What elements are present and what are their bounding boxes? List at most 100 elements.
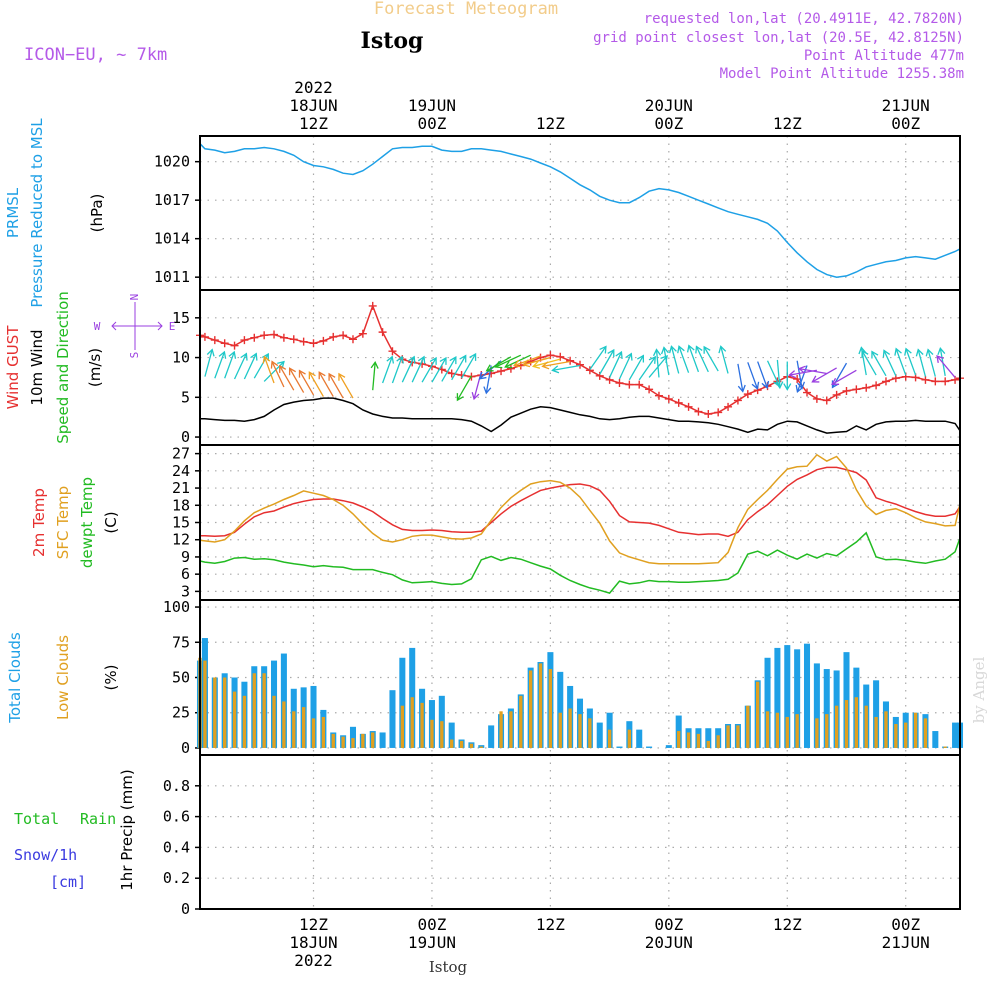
top-time-label: 12Z bbox=[299, 114, 328, 133]
low-cloud-bar bbox=[361, 733, 365, 748]
y-tick-label: 15 bbox=[172, 514, 190, 532]
y-tick-label: 24 bbox=[172, 462, 190, 480]
gust-marker bbox=[309, 339, 318, 348]
gust-marker bbox=[329, 332, 338, 341]
wind-arrow bbox=[243, 352, 258, 380]
wind-arrow-head bbox=[871, 350, 879, 359]
gust-marker bbox=[289, 335, 298, 344]
wind-arrow-head bbox=[512, 359, 522, 368]
wind-arrow-head bbox=[262, 355, 271, 364]
wind-arrow-head bbox=[240, 352, 248, 361]
total-cloud-bar bbox=[636, 729, 643, 748]
panel-label: Low Clouds bbox=[54, 635, 72, 720]
y-tick-label: 100 bbox=[163, 598, 190, 616]
wind-arrow-shaft bbox=[799, 367, 827, 375]
wind-arrow-head bbox=[298, 369, 306, 378]
low-cloud-bar bbox=[923, 718, 928, 748]
total-cloud-bar bbox=[399, 657, 406, 748]
wind-arrow bbox=[677, 345, 690, 373]
wind-arrow-head bbox=[328, 372, 336, 381]
chart-title: Forecast Meteogram bbox=[374, 0, 558, 19]
series-low-clouds bbox=[198, 657, 947, 748]
low-cloud-bar bbox=[607, 729, 612, 748]
wind-arrow-head bbox=[788, 370, 797, 379]
wind-arrow bbox=[522, 356, 551, 368]
precip-unit-label: [cm] bbox=[50, 873, 86, 891]
wind-arrow bbox=[391, 355, 404, 384]
wind-arrow-head bbox=[250, 352, 258, 361]
gust-marker bbox=[240, 336, 249, 345]
wind-arrow-shaft bbox=[224, 351, 235, 379]
gust-marker bbox=[664, 394, 673, 403]
total-cloud-bar bbox=[448, 722, 455, 748]
low-cloud-bar bbox=[568, 708, 572, 748]
y-tick-label: 75 bbox=[172, 633, 190, 651]
wind-arrow bbox=[628, 354, 645, 381]
y-tick-label: 1011 bbox=[154, 268, 190, 286]
wind-arrow bbox=[894, 347, 907, 376]
low-cloud-bar bbox=[262, 673, 266, 748]
low-cloud-bar bbox=[706, 740, 710, 748]
low-cloud-bar bbox=[795, 714, 799, 748]
series-10m-wind bbox=[200, 397, 961, 434]
low-cloud-bar bbox=[627, 729, 632, 748]
wind-arrow-shaft bbox=[298, 370, 315, 396]
panel-label: Pressure Reduced to MSL bbox=[28, 118, 46, 308]
total-cloud-bar bbox=[665, 745, 672, 748]
low-cloud-bar bbox=[223, 677, 227, 748]
y-tick-label: 21 bbox=[172, 479, 190, 497]
wind-arrow-head bbox=[894, 347, 902, 356]
requested-location: requested lon,lat (20.4911E, 42.7820N) bbox=[644, 11, 964, 27]
gust-marker bbox=[852, 385, 861, 394]
y-tick-label: 18 bbox=[172, 496, 190, 514]
wind-arrow-shaft bbox=[747, 362, 758, 389]
top-time-label: 12Z bbox=[536, 114, 565, 133]
panel-label: (m/s) bbox=[86, 348, 104, 387]
wind-arrow bbox=[451, 354, 467, 381]
bottom-time-label: 12Z bbox=[299, 915, 328, 934]
wind-arrow-shaft bbox=[618, 353, 632, 380]
wind-arrow bbox=[638, 355, 657, 381]
low-cloud-bar bbox=[765, 711, 770, 748]
gust-marker bbox=[714, 408, 723, 417]
wind-arrow-shaft bbox=[552, 364, 581, 372]
wind-arrow-shaft bbox=[796, 360, 803, 389]
top-time-label: 00Z bbox=[891, 114, 920, 133]
low-cloud-bar bbox=[519, 695, 523, 748]
wind-arrow-shaft bbox=[263, 361, 285, 382]
gust-marker bbox=[941, 377, 950, 386]
bottom-time-label: 19JUN bbox=[408, 933, 456, 952]
wind-arrow-shaft bbox=[318, 371, 334, 397]
low-cloud-bar bbox=[371, 732, 375, 748]
wind-arrow-shaft bbox=[655, 349, 660, 378]
top-time-label: 12Z bbox=[773, 114, 802, 133]
precip-rain-label: Rain bbox=[80, 810, 116, 828]
wind-arrow bbox=[262, 355, 275, 384]
wind-arrow-head bbox=[206, 348, 215, 357]
pressure-panel: 1011 1014 1017 1020 PRMSL Pressure Reduced to… bbox=[4, 118, 961, 308]
wind-arrow-shaft bbox=[243, 353, 257, 380]
gust-marker bbox=[319, 336, 328, 345]
wind-arrow-head bbox=[459, 354, 467, 363]
wind-arrow bbox=[494, 354, 522, 369]
model-name: ICON−EU, ~ 7km bbox=[24, 45, 167, 65]
wind-arrow-head bbox=[775, 381, 784, 390]
clouds-panel: 0 25 50 75 100 Total Clouds Low Clouds (%) bbox=[6, 598, 964, 757]
wind-arrow-head bbox=[915, 348, 924, 357]
gust-marker bbox=[585, 366, 594, 375]
series-2m-temp bbox=[200, 466, 961, 538]
gust-marker bbox=[348, 335, 357, 344]
panels: 1011 1014 1017 1020 PRMSL Pressure Reduced to… bbox=[4, 118, 964, 918]
low-cloud-bar bbox=[578, 714, 582, 748]
wind-arrow-shaft bbox=[289, 367, 305, 393]
wind-arrow-head bbox=[636, 354, 645, 363]
wind-arrow-shaft bbox=[670, 346, 680, 374]
wind-arrow bbox=[861, 349, 877, 376]
wind-arrow-head bbox=[551, 365, 560, 374]
y-tick-label: 27 bbox=[172, 445, 190, 463]
wind-arrow bbox=[411, 355, 426, 383]
low-cloud-bar bbox=[884, 711, 888, 748]
wind-arrow bbox=[338, 372, 354, 399]
gust-marker bbox=[447, 369, 456, 378]
y-tick-label: 0 bbox=[181, 428, 190, 446]
